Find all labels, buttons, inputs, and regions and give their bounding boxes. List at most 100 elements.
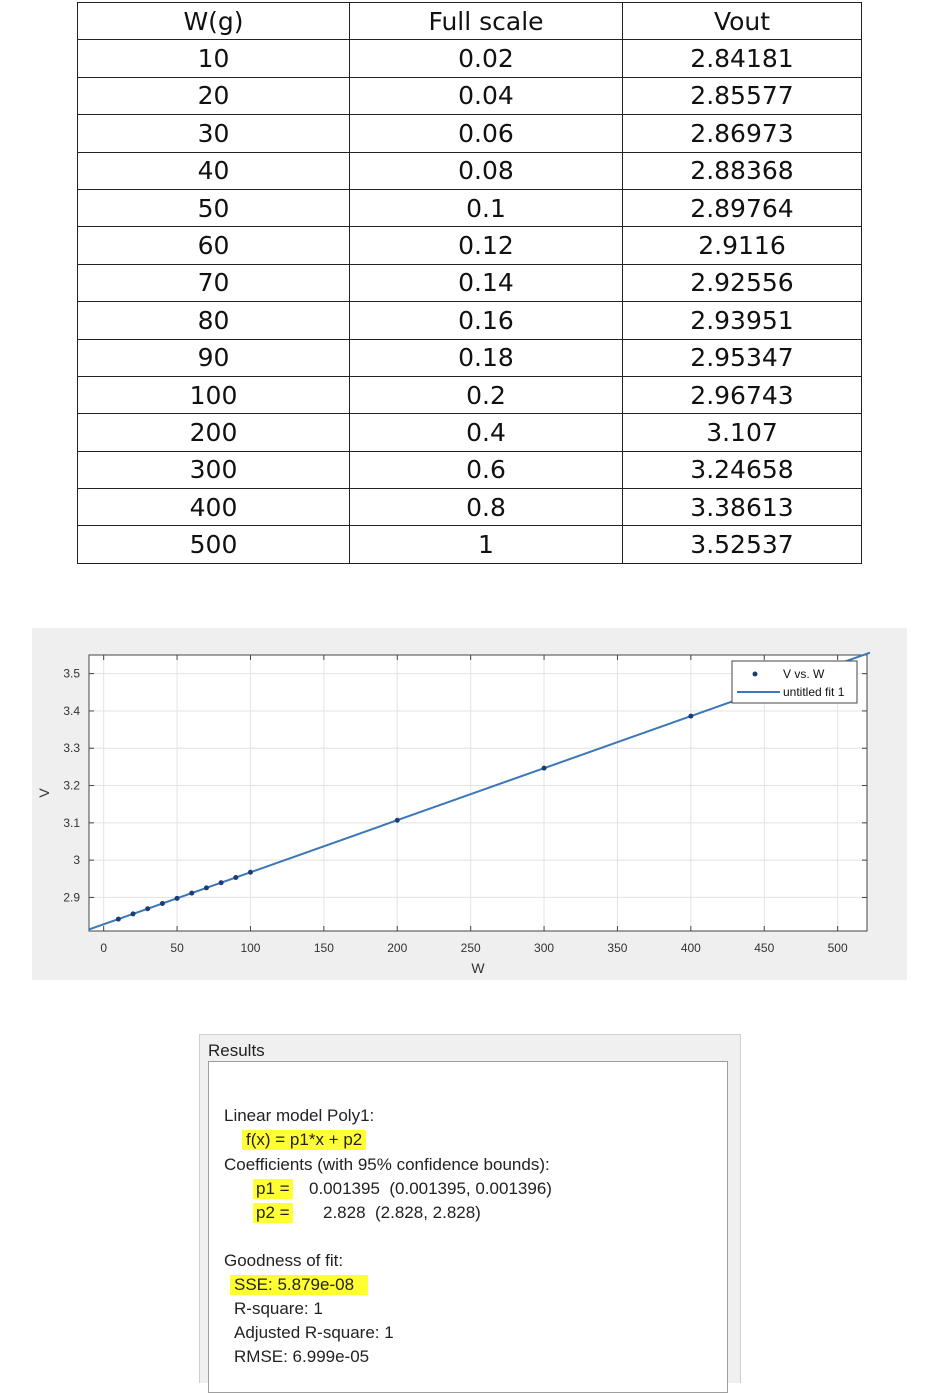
x-axis-label: W: [471, 960, 485, 976]
table-row: 10 0.02 2.84181: [77, 39, 862, 78]
table-row: 500 1 3.52537: [77, 525, 862, 564]
results-title: Results: [208, 1041, 265, 1060]
x-tick-label: 150: [314, 941, 334, 955]
cell-weight: 500: [77, 525, 350, 564]
cell-full-scale: 0.12: [349, 226, 623, 265]
cell-weight: 300: [77, 450, 350, 490]
goodness-of-fit-header: Goodness of fit:: [224, 1251, 344, 1270]
cell-full-scale: 0.18: [349, 338, 623, 377]
cell-full-scale: 0.08: [349, 151, 623, 190]
axes: 0 50 100 150 200 250 300 350 400 450 500 2.9 3 3.1 3.2…: [63, 654, 868, 955]
data-point: [541, 765, 547, 771]
cell-full-scale: 0.04: [349, 76, 623, 116]
data-point: [203, 885, 209, 891]
table-row: 30 0.06 2.86973: [77, 114, 862, 153]
cell-weight: 50: [77, 188, 350, 228]
table-row: 80 0.16 2.93951: [77, 301, 862, 340]
table-row: 70 0.14 2.92556: [77, 263, 862, 303]
adjusted-rsquare-value: Adjusted R-square: 1: [234, 1323, 394, 1342]
x-tick-label: 250: [461, 941, 481, 955]
y-tick-label: 3.2: [63, 779, 80, 793]
data-point: [159, 901, 165, 907]
table-header: W(g) Full scale Vout: [77, 1, 862, 41]
data-point: [218, 880, 224, 886]
data-point: [130, 911, 136, 917]
x-tick-label: 400: [681, 941, 701, 955]
legend-marker-points: [752, 671, 758, 677]
cell-weight: 70: [77, 263, 350, 303]
cell-vout: 3.38613: [622, 488, 862, 527]
cell-vout: 2.9116: [622, 226, 862, 265]
sse-value: SSE: 5.879e-08: [230, 1275, 369, 1295]
table-body: 10 0.02 2.84181 20 0.04 2.85577 30 0.06 2.86973 4…: [77, 39, 862, 564]
p2-value: 2.828 (2.828, 2.828): [323, 1203, 481, 1222]
table-row: 50 0.1 2.89764: [77, 188, 862, 228]
cell-weight: 30: [77, 114, 350, 153]
table-row: 100 0.2 2.96743: [77, 375, 862, 415]
cell-weight: 60: [77, 226, 350, 265]
cell-vout: 2.84181: [622, 39, 862, 78]
plot-frame: [88, 654, 868, 932]
table-row: 200 0.4 3.107: [77, 413, 862, 452]
cell-full-scale: 0.1: [349, 188, 623, 228]
cell-weight: 80: [77, 301, 350, 340]
y-tick-label: 3.5: [63, 667, 80, 681]
table-row: 90 0.18 2.95347: [77, 338, 862, 377]
cell-weight: 10: [77, 39, 350, 78]
data-point: [145, 906, 151, 912]
data-point: [115, 916, 121, 922]
cell-weight: 100: [77, 375, 350, 415]
cell-weight: 200: [77, 413, 350, 452]
x-tick-label: 300: [534, 941, 554, 955]
cell-weight: 20: [77, 76, 350, 116]
cell-vout: 3.52537: [622, 525, 862, 564]
legend-box: [731, 660, 858, 704]
table-row: 400 0.8 3.38613: [77, 488, 862, 527]
data-table: W(g) Full scale Vout 10 0.02 2.84181 20 0.04…: [77, 1, 862, 564]
rmse-value: RMSE: 6.999e-05: [234, 1347, 370, 1366]
chart-svg: 0 50 100 150 200 250 300 350 400 450 500 2.9 3 3.1 3.2…: [36, 652, 870, 976]
coefficients-header: Coefficients (with 95% confidence bounds…: [224, 1155, 550, 1174]
y-tick-label: 3: [73, 853, 80, 867]
data-point: [233, 874, 239, 880]
cell-vout: 3.24658: [622, 450, 862, 490]
x-tick-label: 100: [240, 941, 260, 955]
x-tick-label: 200: [387, 941, 407, 955]
cell-vout: 2.93951: [622, 301, 862, 340]
data-point: [189, 890, 195, 896]
cell-full-scale: 0.16: [349, 301, 623, 340]
cell-full-scale: 1: [349, 525, 623, 564]
p2-label: p2 =: [253, 1203, 293, 1223]
cell-vout: 2.86973: [622, 114, 862, 153]
legend: V vs. W untitled fit 1: [731, 660, 858, 704]
cell-full-scale: 0.06: [349, 114, 623, 153]
cell-full-scale: 0.6: [349, 450, 623, 490]
table-row: 300 0.6 3.24658: [77, 450, 862, 490]
x-tick-label: 350: [607, 941, 627, 955]
table-row: 20 0.04 2.85577: [77, 76, 862, 116]
y-axis-label: V: [36, 788, 52, 798]
x-tick-label: 450: [754, 941, 774, 955]
cell-weight: 90: [77, 338, 350, 377]
table-row: 60 0.12 2.9116: [77, 226, 862, 265]
x-tick-label: 0: [100, 941, 107, 955]
y-tick-label: 3.1: [63, 816, 80, 830]
column-header-weight: W(g): [77, 1, 350, 41]
cell-vout: 2.96743: [622, 375, 862, 415]
cell-full-scale: 0.4: [349, 413, 623, 452]
legend-label-points: V vs. W: [783, 667, 825, 681]
cell-vout: 3.107: [622, 413, 862, 452]
p1-label: p1 =: [253, 1179, 293, 1199]
data-point: [394, 817, 400, 823]
model-name: Linear model Poly1:: [224, 1106, 375, 1125]
rsquare-value: R-square: 1: [234, 1299, 323, 1318]
cell-vout: 2.85577: [622, 76, 862, 116]
data-point: [174, 895, 180, 901]
x-tick-label: 50: [170, 941, 184, 955]
p1-value: 0.001395 (0.001395, 0.001396): [309, 1179, 552, 1198]
table-header-row: W(g) Full scale Vout: [77, 1, 862, 41]
cell-weight: 40: [77, 151, 350, 190]
cell-full-scale: 0.14: [349, 263, 623, 303]
results-box: Linear model Poly1: f(x) = p1*x + p2 Coe…: [208, 1061, 728, 1393]
data-point: [688, 713, 694, 719]
